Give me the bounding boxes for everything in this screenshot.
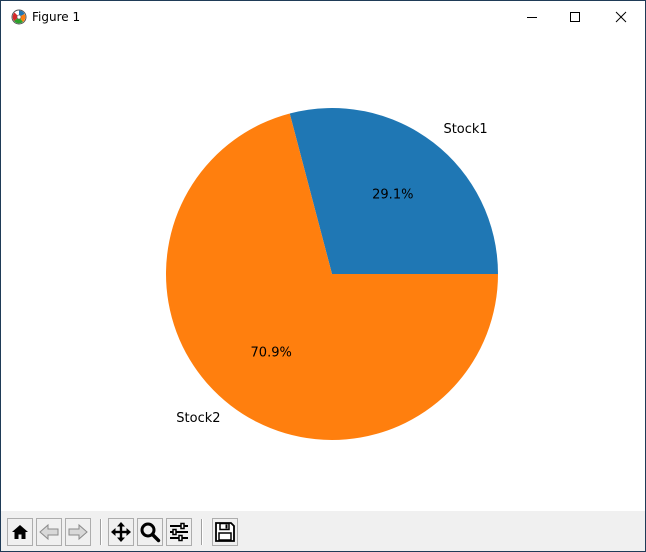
- zoom-button[interactable]: [137, 518, 163, 546]
- pie-chart: 29.1% Stock1 70.9% Stock2: [166, 107, 499, 440]
- pie-slice-stock1: [289, 107, 498, 274]
- toolbar-separator: [201, 519, 203, 545]
- sliders-icon: [170, 522, 188, 542]
- pie-percent-label: 29.1%: [372, 188, 413, 203]
- home-button[interactable]: [7, 518, 33, 546]
- maximize-button[interactable]: [552, 1, 598, 33]
- pie-slice-stock2: [166, 113, 499, 440]
- pie-category-label: Stock2: [176, 411, 220, 426]
- maximize-icon: [570, 12, 580, 22]
- home-icon: [12, 525, 28, 539]
- matplotlib-icon: [11, 9, 27, 25]
- zoom-icon: [140, 522, 161, 543]
- save-button[interactable]: [212, 518, 238, 546]
- forward-button[interactable]: [65, 518, 91, 546]
- move-icon: [111, 522, 131, 542]
- title-bar[interactable]: Figure 1: [1, 1, 645, 33]
- minimize-icon: [527, 17, 537, 18]
- navigation-toolbar: [1, 511, 645, 551]
- toolbar-separator: [100, 519, 102, 545]
- configure-subplots-button[interactable]: [166, 518, 192, 546]
- save-icon: [215, 522, 235, 542]
- pan-button[interactable]: [108, 518, 134, 546]
- back-button[interactable]: [36, 518, 62, 546]
- back-arrow-icon: [39, 523, 59, 541]
- pie-percent-label: 70.9%: [251, 345, 292, 360]
- figure-canvas[interactable]: 29.1% Stock1 70.9% Stock2: [1, 33, 645, 511]
- pie-category-label: Stock1: [443, 122, 487, 137]
- minimize-button[interactable]: [509, 1, 555, 33]
- close-button[interactable]: [598, 1, 644, 33]
- forward-arrow-icon: [68, 523, 88, 541]
- window-title: Figure 1: [32, 10, 81, 24]
- close-icon: [615, 11, 627, 23]
